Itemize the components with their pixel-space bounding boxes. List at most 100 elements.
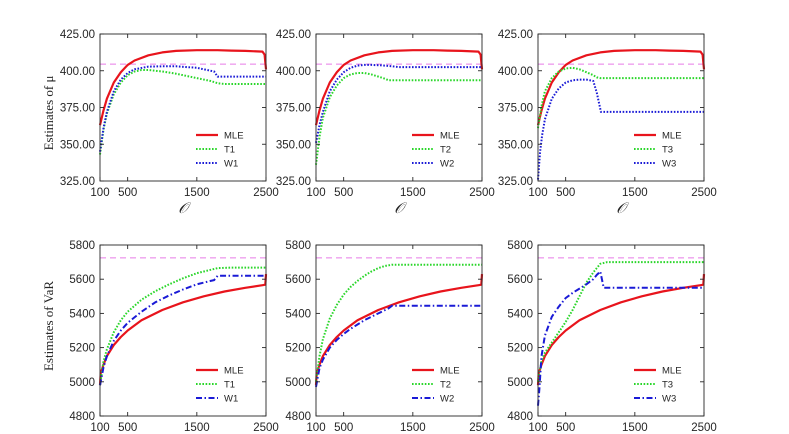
- x-tick-label: 100: [90, 187, 109, 199]
- chart-panel: 48005000520054005600580010050015002500𝒪M…: [285, 240, 494, 434]
- legend-label-t3: T3: [662, 380, 673, 391]
- y-tick-label: 5600: [69, 274, 95, 286]
- series-line-t2: [315, 263, 482, 382]
- panels-container: 325.00 350.00 375.00 400.00 425.00 100 500 1500…: [60, 29, 717, 434]
- series-line-t3: [537, 66, 704, 129]
- axes-box: [315, 244, 483, 417]
- x-tick-label: 1500: [184, 187, 210, 199]
- legend-label-t3: T3: [662, 145, 673, 156]
- legend-label-w1: W1: [224, 159, 238, 170]
- legend-label-mle: MLE: [224, 131, 244, 142]
- y-tick-label: 350.00: [276, 139, 311, 151]
- y-tick-label: 5000: [69, 377, 95, 389]
- x-tick-label: 500: [334, 187, 353, 199]
- x-tick-label: 500: [556, 422, 575, 434]
- x-tick-label: 2500: [469, 187, 495, 199]
- chart-panel: 48005000520054005600580010050015002500𝒪M…: [69, 240, 278, 434]
- x-tick-label: 2500: [469, 422, 495, 434]
- x-tick-label: 1500: [400, 422, 426, 434]
- series-line-w1: [99, 65, 266, 152]
- x-tick-label: 100: [306, 187, 325, 199]
- x-tick-label: 2500: [691, 422, 717, 434]
- legend-label-mle: MLE: [662, 131, 682, 142]
- y-tick-label: 5600: [507, 274, 533, 286]
- legend: MLE T3 W3: [634, 366, 682, 405]
- legend: MLE T1 W1: [196, 131, 244, 170]
- y-tick-label: 375.00: [60, 103, 95, 115]
- x-tick-label: 500: [118, 422, 137, 434]
- legend-label-w1: W1: [224, 394, 238, 405]
- legend-label-w3: W3: [662, 394, 676, 405]
- y-tick-label: 5400: [69, 308, 95, 320]
- y-tick-label: 325.00: [276, 176, 311, 188]
- x-tick-label: 100: [306, 422, 325, 434]
- y-tick-label: 375.00: [276, 103, 311, 115]
- axes-box: [537, 244, 705, 417]
- x-axis-label: 𝒪: [394, 201, 407, 217]
- series-line-mle: [314, 274, 484, 386]
- legend-label-w2: W2: [440, 394, 454, 405]
- y-tick-label: 5000: [507, 377, 533, 389]
- legend-label-t1: T1: [224, 380, 235, 391]
- x-axis-label: 𝒪: [616, 201, 629, 217]
- series-line-mle: [98, 49, 268, 126]
- y-tick-label: 5200: [69, 343, 95, 355]
- legend: MLE T2 W2: [412, 366, 460, 405]
- chart-panel: 325.00 350.00 375.00 400.00 425.00 100 500 1500…: [276, 29, 495, 217]
- y-tick-label: 325.00: [498, 176, 533, 188]
- x-tick-label: 2500: [691, 187, 717, 199]
- series-line-mle: [536, 49, 706, 126]
- legend-label-mle: MLE: [662, 366, 682, 377]
- x-tick-label: 1500: [622, 422, 648, 434]
- y-tick-label: 375.00: [498, 103, 533, 115]
- legend-label-mle: MLE: [440, 366, 460, 377]
- axes-box: [537, 33, 705, 182]
- chart-panel: 48005000520054005600580010050015002500𝒪M…: [507, 240, 716, 434]
- legend-label-t2: T2: [440, 380, 451, 391]
- series-line-t1: [99, 69, 266, 155]
- series-line-t1: [99, 266, 266, 386]
- y-tick-label: 5000: [285, 377, 311, 389]
- y-tick-label: 4800: [507, 411, 533, 423]
- x-tick-label: 2500: [253, 187, 279, 199]
- y-tick-label: 350.00: [498, 139, 533, 151]
- y-tick-label: 5600: [285, 274, 311, 286]
- y-tick-label: 400.00: [498, 66, 533, 78]
- y-tick-label: 5400: [507, 308, 533, 320]
- series-line-mle: [314, 49, 484, 126]
- y-tick-label: 350.00: [60, 139, 95, 151]
- series-line-t3: [537, 261, 704, 382]
- chart-panel: 325.00 350.00 375.00 400.00 425.00 100 500 1500…: [498, 29, 717, 217]
- series-line-t2: [315, 72, 482, 165]
- series-line-w1: [99, 274, 266, 386]
- axes-box: [315, 33, 483, 182]
- series-line-mle: [536, 274, 706, 386]
- x-tick-label: 500: [334, 422, 353, 434]
- x-tick-label: 500: [556, 187, 575, 199]
- legend-label-t2: T2: [440, 145, 451, 156]
- legend-label-mle: MLE: [224, 366, 244, 377]
- y-tick-label: 425.00: [276, 29, 311, 41]
- x-tick-label: 2500: [253, 422, 279, 434]
- y-tick-label: 5200: [285, 343, 311, 355]
- x-tick-label: 100: [528, 422, 547, 434]
- y-tick-label: 425.00: [498, 29, 533, 41]
- y-tick-label: 400.00: [60, 66, 95, 78]
- legend: MLE T2 W2: [412, 131, 460, 170]
- legend-label-w3: W3: [662, 159, 676, 170]
- series-line-w2: [315, 304, 482, 388]
- y-tick-label: 5800: [507, 240, 533, 252]
- chart-panel: 325.00 350.00 375.00 400.00 425.00 100 500 1500…: [60, 29, 279, 217]
- y-tick-label: 4800: [69, 411, 95, 423]
- legend-label-w2: W2: [440, 159, 454, 170]
- row-label-var: Estimates of VaR: [41, 281, 56, 371]
- x-tick-label: 100: [90, 422, 109, 434]
- y-tick-label: 5800: [285, 240, 311, 252]
- x-tick-label: 500: [118, 187, 137, 199]
- axes-box: [99, 33, 267, 182]
- x-tick-label: 1500: [622, 187, 648, 199]
- series-line-w3: [537, 270, 704, 406]
- y-tick-label: 5200: [507, 343, 533, 355]
- x-tick-label: 1500: [184, 422, 210, 434]
